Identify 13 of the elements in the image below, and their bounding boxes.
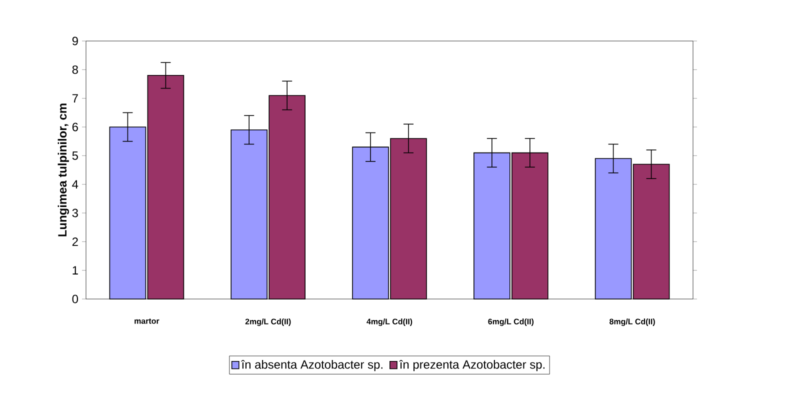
y-tick-label: 9 [72, 36, 78, 46]
legend-label: în prezenta Azotobacter sp. [399, 360, 544, 372]
y-tick-label: 6 [72, 122, 78, 132]
y-tick-label: 0 [72, 294, 78, 304]
y-tick-label: 5 [72, 152, 78, 160]
y-axis-title: Lungimea tulpinilor, cm [58, 104, 69, 236]
y-tick-label: 8 [72, 65, 78, 74]
y-tick-label: 1 [72, 266, 78, 274]
y-tick-label: 2 [72, 237, 78, 246]
y-tick-label: 7 [72, 94, 78, 102]
y-tick-label: 4 [72, 180, 78, 188]
y-tick-label: 3 [72, 208, 78, 218]
legend-label: în absenta Azotobacter sp. [241, 360, 382, 372]
